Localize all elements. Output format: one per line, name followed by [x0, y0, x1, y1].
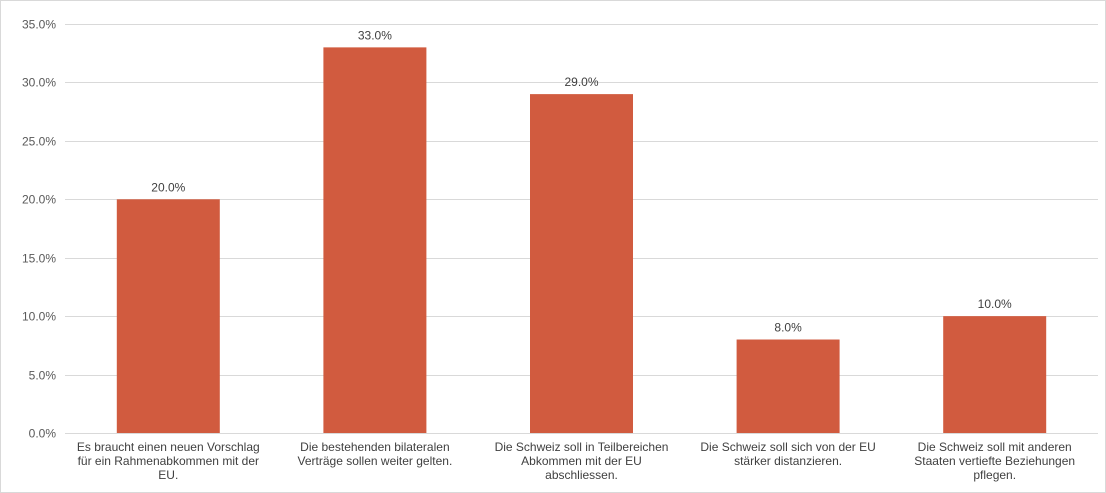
x-category-label: Die Schweiz soll mit anderen Staaten vert…: [914, 440, 1075, 482]
bar: [116, 199, 220, 433]
y-axis-tick-labels: 0.0% 5.0% 10.0% 15.0% 20.0% 25.0% 30.0% 35.0%: [22, 18, 56, 441]
y-tick-label: 35.0%: [22, 18, 56, 32]
x-category-label: Die Schweiz soll sich von der EU stärker …: [700, 440, 875, 468]
y-tick-label: 30.0%: [22, 76, 56, 90]
x-category-label: Es braucht einen neuen Vorschlag für ein …: [77, 440, 260, 482]
data-label: 20.0%: [151, 180, 185, 194]
bar: [323, 47, 427, 433]
y-tick-label: 0.0%: [29, 427, 57, 441]
data-label: 10.0%: [978, 297, 1012, 311]
y-tick-label: 10.0%: [22, 310, 56, 324]
bar: [943, 316, 1047, 433]
data-label: 29.0%: [564, 75, 598, 89]
bars: [116, 47, 1047, 433]
data-label: 8.0%: [774, 321, 802, 335]
bar: [530, 94, 633, 433]
data-labels: 20.0% 33.0% 29.0% 8.0% 10.0%: [151, 28, 1012, 334]
y-tick-label: 5.0%: [29, 369, 57, 383]
x-category-label: Die Schweiz soll in Teilbereichen Abkomme…: [495, 440, 669, 482]
data-label: 33.0%: [358, 28, 392, 42]
y-tick-label: 15.0%: [22, 252, 56, 266]
x-axis-category-labels: Es braucht einen neuen Vorschlag für ein …: [77, 440, 1075, 482]
x-category-label: Die bestehenden bilateralen Verträge soll…: [298, 440, 453, 468]
bar: [736, 339, 840, 433]
y-tick-label: 25.0%: [22, 135, 56, 149]
y-tick-label: 20.0%: [22, 193, 56, 207]
